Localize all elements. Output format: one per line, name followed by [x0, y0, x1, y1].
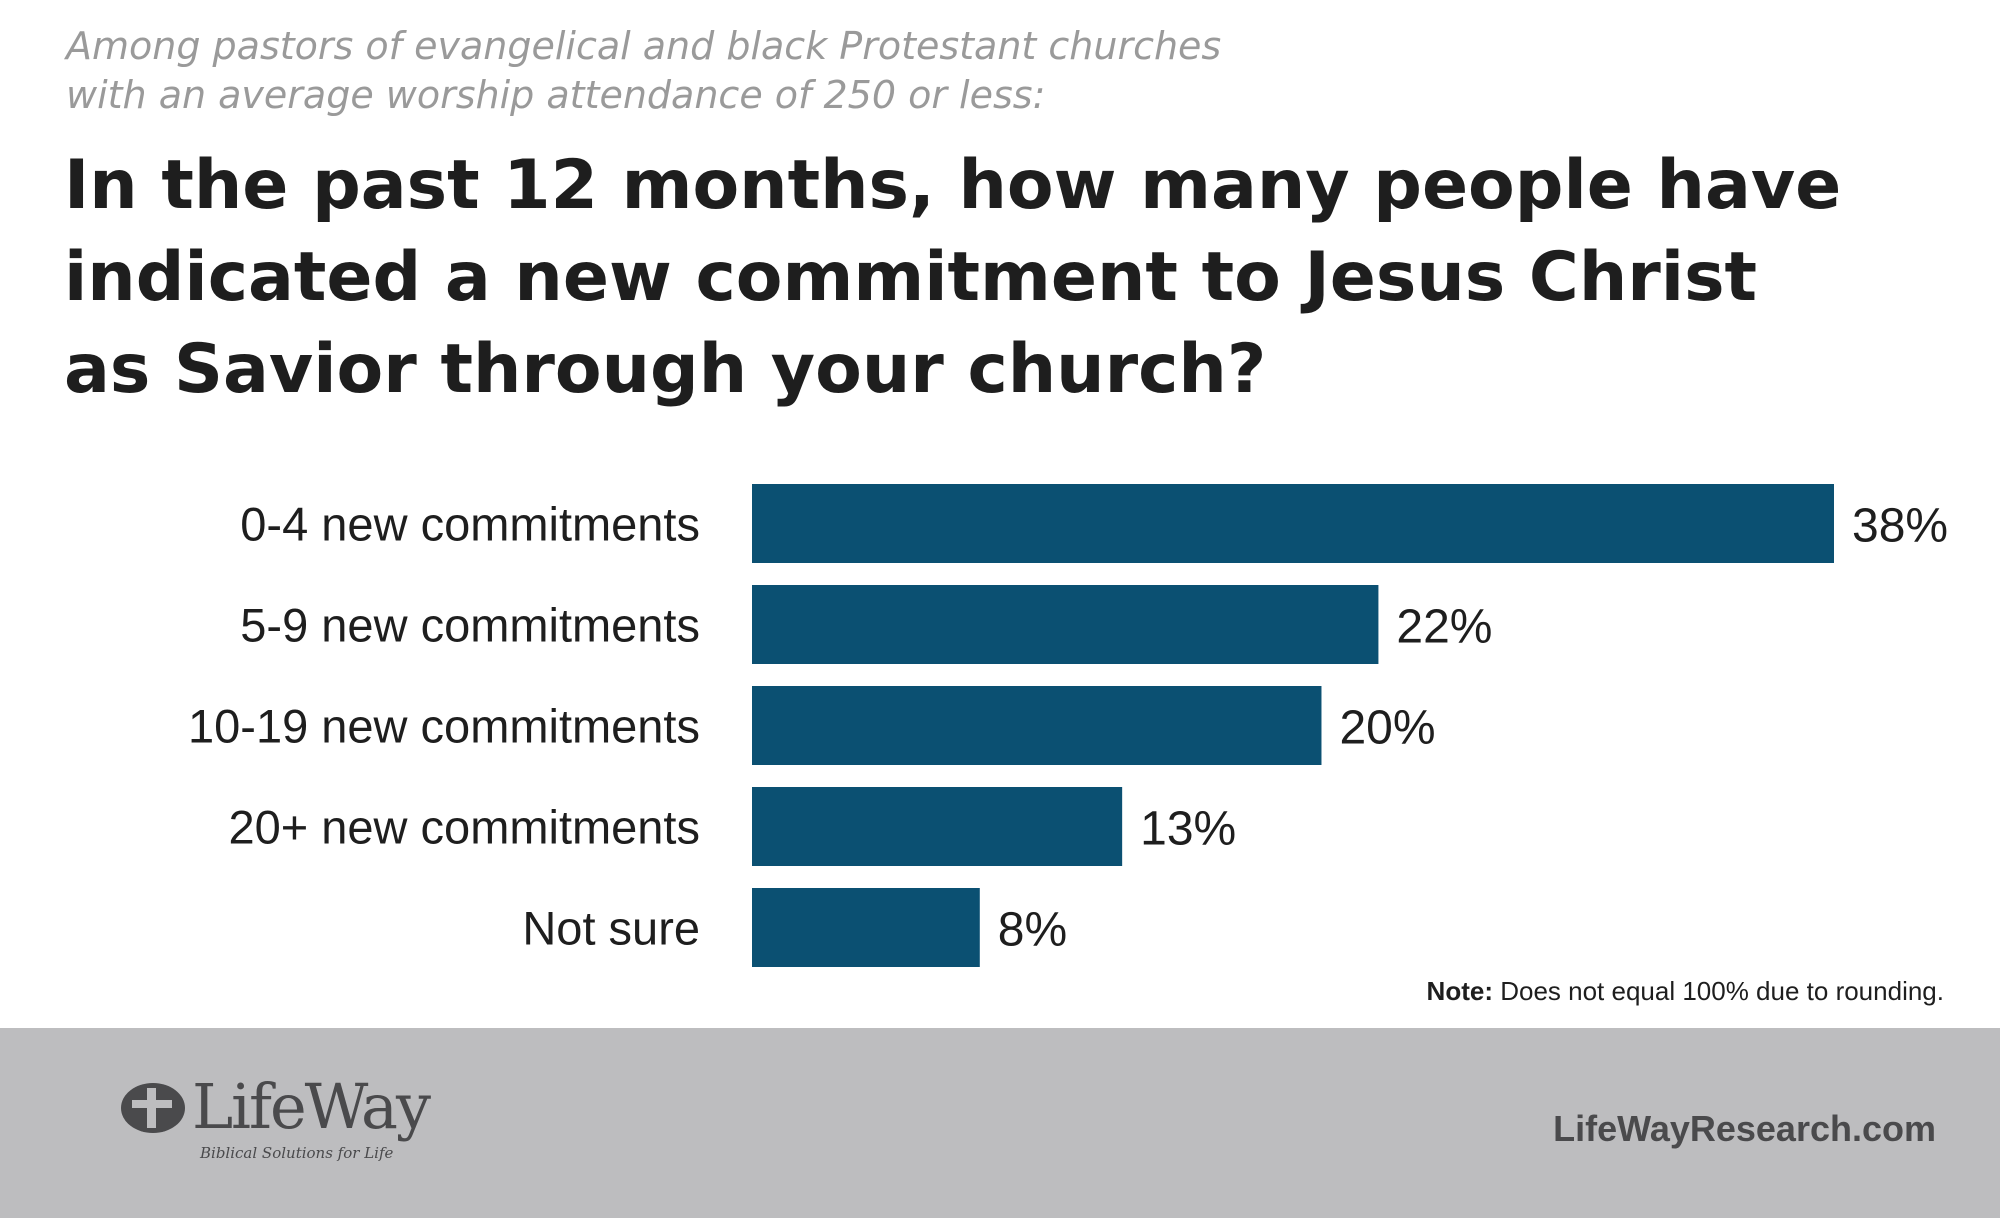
category-label: 10-19 new commitments — [188, 700, 700, 753]
title-line-2: indicated a new commitment to Jesus Chri… — [64, 238, 1758, 317]
bar — [752, 585, 1379, 664]
chart-title: In the past 12 months, how many people h… — [64, 140, 1914, 416]
bar — [752, 787, 1123, 866]
logo-tagline: Biblical Solutions for Life — [200, 1144, 394, 1162]
lifeway-cross-icon — [121, 1083, 185, 1133]
chart-subtitle: Among pastors of evangelical and black P… — [66, 22, 1466, 120]
title-line-3: as Savior through your church? — [64, 330, 1267, 409]
category-label: 0-4 new commitments — [240, 498, 700, 551]
value-label: 20% — [1339, 702, 1435, 755]
value-label: 38% — [1852, 500, 1948, 553]
subtitle-line-1: Among pastors of evangelical and black P… — [66, 24, 1222, 68]
bar-chart: 0-4 new commitments 38% 5-9 new commitment… — [188, 484, 1948, 967]
category-label: 5-9 new commitments — [240, 599, 700, 652]
bar — [752, 484, 1834, 563]
value-label: 22% — [1396, 601, 1492, 654]
value-label: 8% — [998, 904, 1067, 957]
value-label: 13% — [1140, 803, 1236, 856]
note-label: Note: — [1426, 976, 1493, 1006]
bar — [752, 888, 980, 967]
rounding-note: Note: Does not equal 100% due to roundin… — [1427, 976, 1944, 1007]
footer-bar: LifeWay Biblical Solutions for Life Life… — [0, 1028, 2000, 1218]
lifeway-logo: LifeWay Biblical Solutions for Life — [120, 1070, 540, 1176]
website-link[interactable]: LifeWayResearch.com — [1553, 1108, 1936, 1149]
title-line-1: In the past 12 months, how many people h… — [64, 146, 1842, 225]
category-label: 20+ new commitments — [229, 801, 701, 854]
bar — [752, 686, 1322, 765]
note-text: Does not equal 100% due to rounding. — [1492, 976, 1944, 1006]
logo-wordmark: LifeWay — [192, 1070, 431, 1143]
subtitle-line-2: with an average worship attendance of 25… — [66, 73, 1046, 117]
category-label: Not sure — [522, 902, 700, 955]
